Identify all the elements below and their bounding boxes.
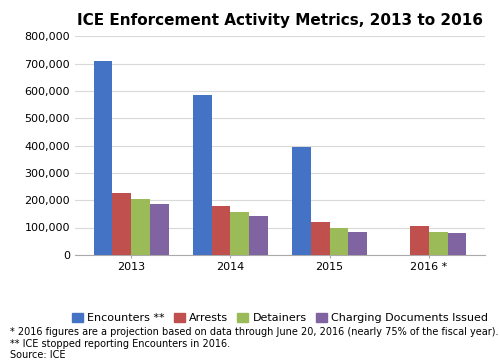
Bar bbox=[212, 206, 231, 255]
Bar bbox=[193, 95, 212, 255]
Legend: Encounters **, Arrests, Detainers, Charging Documents Issued: Encounters **, Arrests, Detainers, Charg… bbox=[67, 308, 493, 328]
Bar bbox=[112, 193, 132, 255]
Bar bbox=[330, 228, 348, 255]
Bar bbox=[94, 61, 112, 255]
Bar bbox=[410, 226, 428, 255]
Bar bbox=[230, 212, 250, 255]
Bar bbox=[348, 232, 367, 255]
Bar bbox=[150, 204, 169, 255]
Title: ICE Enforcement Activity Metrics, 2013 to 2016: ICE Enforcement Activity Metrics, 2013 t… bbox=[77, 13, 483, 28]
Bar bbox=[250, 216, 268, 255]
Text: * 2016 figures are a projection based on data through June 20, 2016 (nearly 75% : * 2016 figures are a projection based on… bbox=[10, 327, 498, 360]
Bar bbox=[292, 147, 310, 255]
Bar bbox=[448, 233, 466, 255]
Bar bbox=[310, 222, 330, 255]
Bar bbox=[428, 232, 448, 255]
Bar bbox=[132, 199, 150, 255]
